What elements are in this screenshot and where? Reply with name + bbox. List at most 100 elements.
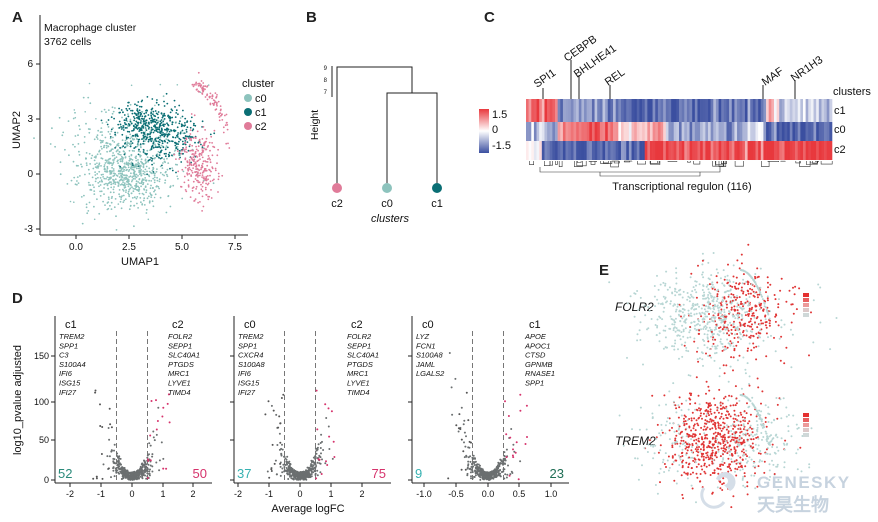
colorbar-label-mid: 0 — [492, 124, 498, 136]
volcano-gene-label: SPP1 — [525, 379, 544, 388]
volcano-gene-label: MRC1 — [168, 369, 189, 378]
panel-e-feature: FOLR2 TREM2 — [608, 243, 838, 509]
volcano-gene-label: RNASE1 — [525, 369, 555, 378]
heatmap-gene-label: SPI1 — [532, 67, 558, 91]
volcano-gene-label: IFI27 — [59, 388, 77, 397]
umap-x-label: UMAP1 — [121, 256, 159, 268]
dendro-leaf-label: c2 — [331, 198, 343, 210]
volcano-gene-label: JAML — [415, 360, 435, 369]
volcano-plot: -1.0 -0.5 0.0 0.5 1.0 c0 c1 LYZFCN1S100A8JAMLLG… — [408, 316, 569, 499]
volcano-gene-label: LYVE1 — [168, 379, 191, 388]
volcano-gene-label: SEPP1 — [168, 341, 192, 350]
volcano-gene-label: S100A8 — [416, 351, 444, 360]
umap-x-tick: 7.5 — [228, 242, 242, 253]
panel-letter-a: A — [12, 9, 23, 26]
volcano-right-count: 75 — [372, 466, 386, 481]
umap-scatter-points — [33, 71, 231, 231]
feature-gene-label: TREM2 — [615, 434, 656, 448]
umap-y-ticks: 6 3 0 -3 — [24, 59, 40, 235]
volcano-right-count: 50 — [193, 466, 207, 481]
volcano-gene-label: ISG15 — [238, 379, 260, 388]
volcano-x-tick: -2 — [234, 489, 242, 499]
legend-label-c2: c2 — [255, 121, 267, 133]
volcano-gene-label: APOE — [524, 332, 547, 341]
heatmap-row-label: c2 — [834, 144, 846, 156]
volcano-gene-label: FOLR2 — [168, 332, 193, 341]
umap-subtitle: 3762 cells — [44, 36, 91, 48]
watermark-chinese: 天昊生物 — [757, 494, 829, 515]
volcano-y-tick: 0 — [44, 475, 49, 485]
volcano-left-count: 9 — [415, 466, 422, 481]
dendro-leaf-label: c1 — [431, 198, 443, 210]
panel-letter-e: E — [599, 262, 609, 279]
volcano-left-cluster: c0 — [244, 319, 256, 331]
feature-legend-2 — [803, 413, 809, 437]
volcano-gene-label: LYZ — [416, 332, 429, 341]
volcano-gene-label: LGALS2 — [416, 369, 445, 378]
volcano-gene-label: C3 — [59, 351, 69, 360]
umap-x-ticks: 0.0 2.5 5.0 7.5 — [69, 235, 242, 253]
volcano-plot: -2 -1 0 1 2 c0 c2 TREM2SPP1CXCR4S100A8IFI6ISG15… — [230, 316, 391, 499]
volcano-gene-label: TREM2 — [238, 332, 264, 341]
umap-y-tick: 6 — [27, 59, 33, 70]
volcano-gene-label: ISG15 — [59, 379, 81, 388]
dendro-x-label: clusters — [371, 213, 409, 225]
feature-scatter-points — [608, 243, 838, 509]
volcano-right-cluster: c1 — [529, 319, 541, 331]
volcano-gene-label: TIMD4 — [347, 388, 370, 397]
dendro-leaf-label: c0 — [381, 198, 393, 210]
volcano-x-tick: 2 — [190, 489, 195, 499]
volcano-x-tick: 0.0 — [482, 489, 495, 499]
volcano-gene-label: LYVE1 — [347, 379, 370, 388]
volcano-y-tick: 50 — [39, 435, 49, 445]
umap-y-label: UMAP2 — [11, 111, 23, 149]
volcano-x-tick: 2 — [359, 489, 364, 499]
dendro-y-tick: 8 — [324, 78, 328, 84]
dendro-leaf-c1 — [432, 183, 442, 193]
heatmap-col-header: clusters — [833, 86, 871, 98]
volcano-gene-label: IFI27 — [238, 388, 256, 397]
colorbar-label-high: 1.5 — [492, 109, 507, 121]
umap-y-tick: 0 — [27, 169, 33, 180]
dendro-y-tick: 9 — [324, 66, 328, 72]
volcano-gene-label: S100A8 — [238, 360, 266, 369]
volcano-x-tick: -2 — [66, 489, 74, 499]
volcano-y-tick: 100 — [34, 397, 49, 407]
volcano-x-tick: 1 — [160, 489, 165, 499]
volcano-x-tick: -1 — [97, 489, 105, 499]
watermark-brand: GENESKY — [757, 473, 851, 492]
umap-x-tick: 2.5 — [122, 242, 136, 253]
volcano-x-tick: -0.5 — [448, 489, 464, 499]
volcano-gene-label: FCN1 — [416, 341, 436, 350]
volcano-x-tick: -1 — [265, 489, 273, 499]
legend-label-c1: c1 — [255, 107, 267, 119]
heatmap-colorbar — [479, 109, 489, 153]
volcano-gene-label: TIMD4 — [168, 388, 191, 397]
volcano-right-count: 23 — [550, 466, 564, 481]
legend-label-c0: c0 — [255, 93, 267, 105]
volcano-x-tick: 1 — [328, 489, 333, 499]
volcano-gene-label: CTSD — [525, 351, 546, 360]
volcano-left-count: 52 — [58, 466, 72, 481]
panel-a-umap: Macrophage cluster 3762 cells 6 3 0 -3 0… — [11, 15, 275, 268]
colorbar-label-low: -1.5 — [492, 140, 511, 152]
volcano-gene-label: SLC40A1 — [347, 351, 379, 360]
volcano-left-cluster: c1 — [65, 319, 77, 331]
feature-gene-label: FOLR2 — [615, 300, 654, 314]
heatmap-x-label: Transcriptional regulon (116) — [612, 181, 751, 193]
volcano-gene-label: GPNMB — [525, 360, 553, 369]
heatmap-column-dendrogram — [529, 160, 833, 177]
volcano-gene-label: APOC1 — [524, 341, 550, 350]
heatmap-gene-label: MAF — [760, 65, 786, 88]
volcano-gene-label: SPP1 — [59, 341, 78, 350]
heatmap-row-label: c1 — [834, 105, 846, 117]
genesky-watermark: GENESKY 天昊生物 — [700, 472, 851, 515]
feature-legend-1 — [803, 293, 809, 317]
volcano-gene-label: IFI6 — [59, 369, 73, 378]
volcano-x-label: Average logFC — [271, 503, 344, 515]
volcano-x-tick: 0 — [129, 489, 134, 499]
volcano-gene-label: PTGDS — [168, 360, 194, 369]
umap-x-tick: 5.0 — [175, 242, 189, 253]
volcano-x-tick: 1.0 — [545, 489, 558, 499]
